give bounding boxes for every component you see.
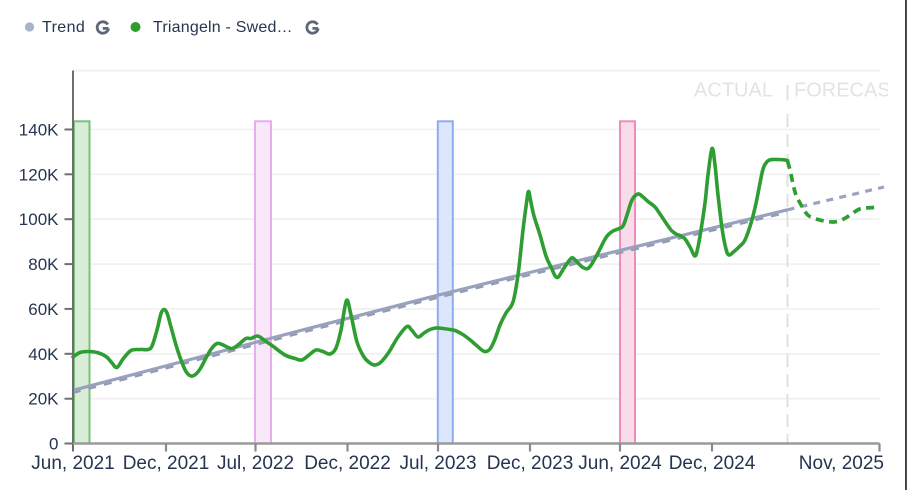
svg-text:Jul, 2023: Jul, 2023 [399,453,476,474]
svg-text:Triangeln - Swed…: Triangeln - Swed… [153,19,293,36]
svg-text:80K: 80K [28,255,59,274]
svg-text:ACTUAL: ACTUAL [694,80,773,102]
svg-text:140K: 140K [19,121,59,140]
svg-text:Jun, 2021: Jun, 2021 [31,453,114,474]
svg-text:Jul, 2022: Jul, 2022 [217,453,294,474]
svg-text:0: 0 [49,435,58,454]
svg-text:Dec, 2024: Dec, 2024 [669,453,756,474]
svg-text:100K: 100K [19,210,59,229]
svg-text:60K: 60K [28,300,59,319]
svg-text:FORECAST: FORECAST [794,80,903,102]
svg-text:40K: 40K [28,345,59,364]
svg-text:120K: 120K [19,165,59,184]
svg-text:Dec, 2022: Dec, 2022 [304,453,391,474]
svg-text:Dec, 2021: Dec, 2021 [123,453,210,474]
svg-text:Jun, 2024: Jun, 2024 [578,453,662,474]
svg-text:20K: 20K [28,390,59,409]
svg-text:Nov, 2025: Nov, 2025 [799,453,884,474]
svg-text:Dec, 2023: Dec, 2023 [487,453,574,474]
svg-text:Trend: Trend [42,19,85,36]
